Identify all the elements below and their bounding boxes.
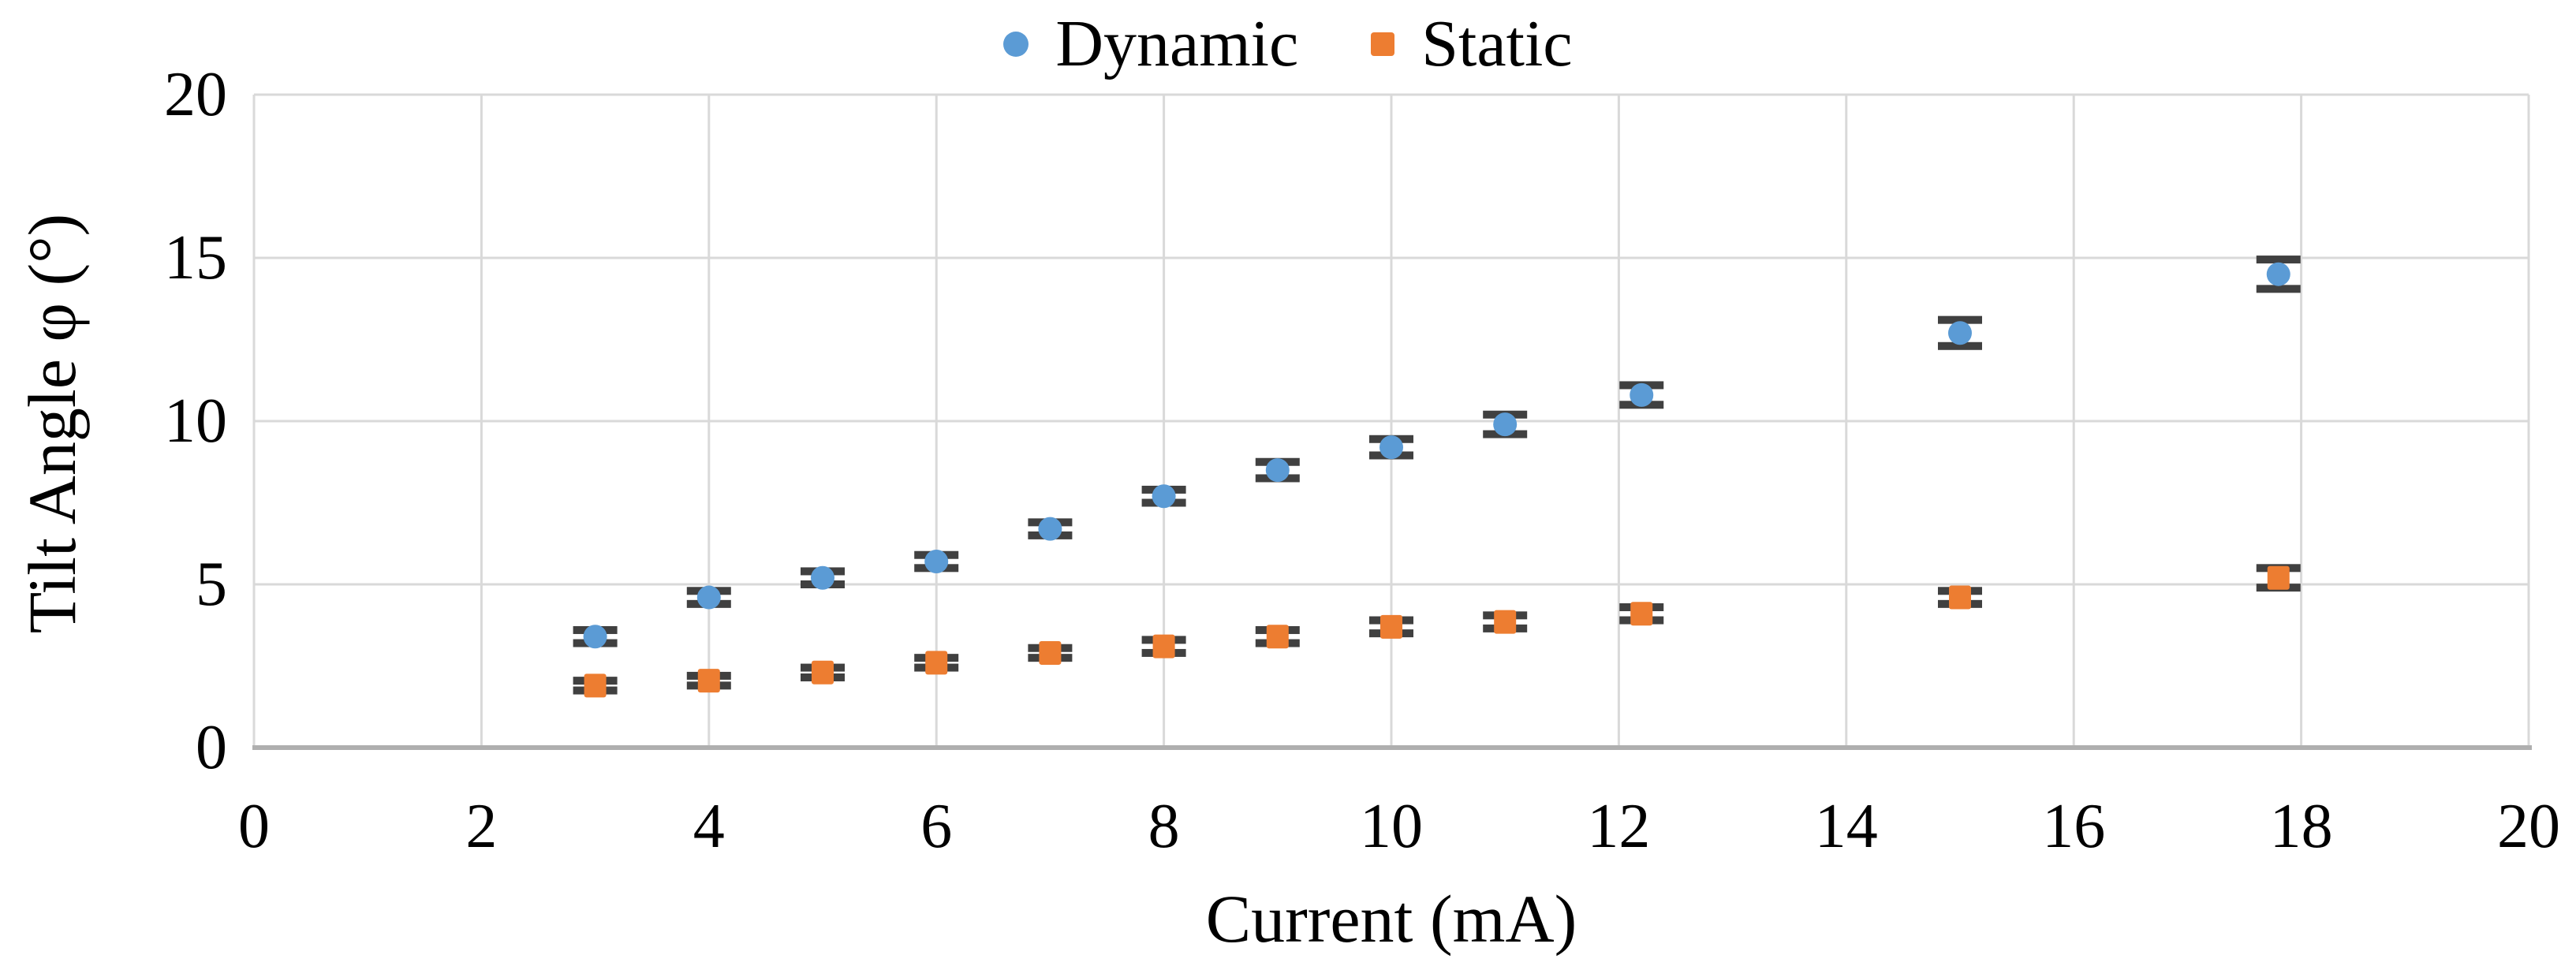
error-bar-cap-top — [2256, 256, 2301, 264]
data-point-static — [1494, 610, 1517, 634]
x-axis-title: Current (mA) — [1205, 881, 1577, 957]
data-point-dynamic — [1379, 435, 1403, 460]
data-point-static — [697, 669, 720, 693]
y-tick-label: 15 — [164, 223, 227, 293]
x-tick-label: 16 — [2042, 792, 2106, 861]
x-tick-label: 18 — [2269, 792, 2333, 861]
data-point-static — [1039, 640, 1062, 665]
data-point-dynamic — [811, 565, 834, 590]
x-tick-label: 12 — [1587, 792, 1651, 861]
error-bar-cap-bottom — [2256, 285, 2301, 293]
error-bar-cap-bottom — [1938, 341, 1982, 350]
x-tick-label: 4 — [693, 792, 725, 861]
y-tick-label: 0 — [196, 713, 227, 782]
x-tick-label: 14 — [1814, 792, 1878, 861]
data-point-dynamic — [1630, 382, 1654, 407]
data-point-static — [1949, 585, 1971, 610]
x-tick-label: 2 — [465, 792, 498, 861]
data-point-static — [584, 673, 607, 698]
x-tick-label: 8 — [1148, 792, 1180, 861]
data-point-dynamic — [1265, 458, 1290, 483]
data-point-dynamic — [1493, 412, 1518, 437]
data-point-static — [812, 660, 834, 685]
y-tick-label: 5 — [196, 550, 227, 619]
data-point-static — [1630, 602, 1653, 626]
error-bar-cap-top — [1938, 315, 1982, 324]
data-point-dynamic — [1038, 517, 1062, 541]
x-tick-label: 6 — [920, 792, 953, 861]
x-tick-label: 20 — [2497, 792, 2560, 861]
x-tick-label: 10 — [1360, 792, 1423, 861]
data-point-dynamic — [2266, 262, 2290, 286]
data-point-dynamic — [924, 550, 949, 574]
data-point-dynamic — [583, 625, 607, 649]
y-tick-label: 20 — [164, 60, 227, 129]
data-point-dynamic — [696, 585, 721, 610]
data-point-static — [1380, 614, 1402, 639]
data-point-static — [2267, 565, 2290, 590]
data-point-static — [1266, 625, 1289, 649]
y-tick-label: 10 — [164, 386, 227, 456]
data-point-dynamic — [1948, 321, 1972, 345]
data-point-dynamic — [1152, 484, 1176, 509]
x-tick-label: 0 — [238, 792, 270, 861]
data-point-static — [1152, 634, 1175, 658]
y-axis-title: Tilt Angle φ (°) — [14, 213, 90, 634]
data-point-static — [925, 651, 948, 675]
